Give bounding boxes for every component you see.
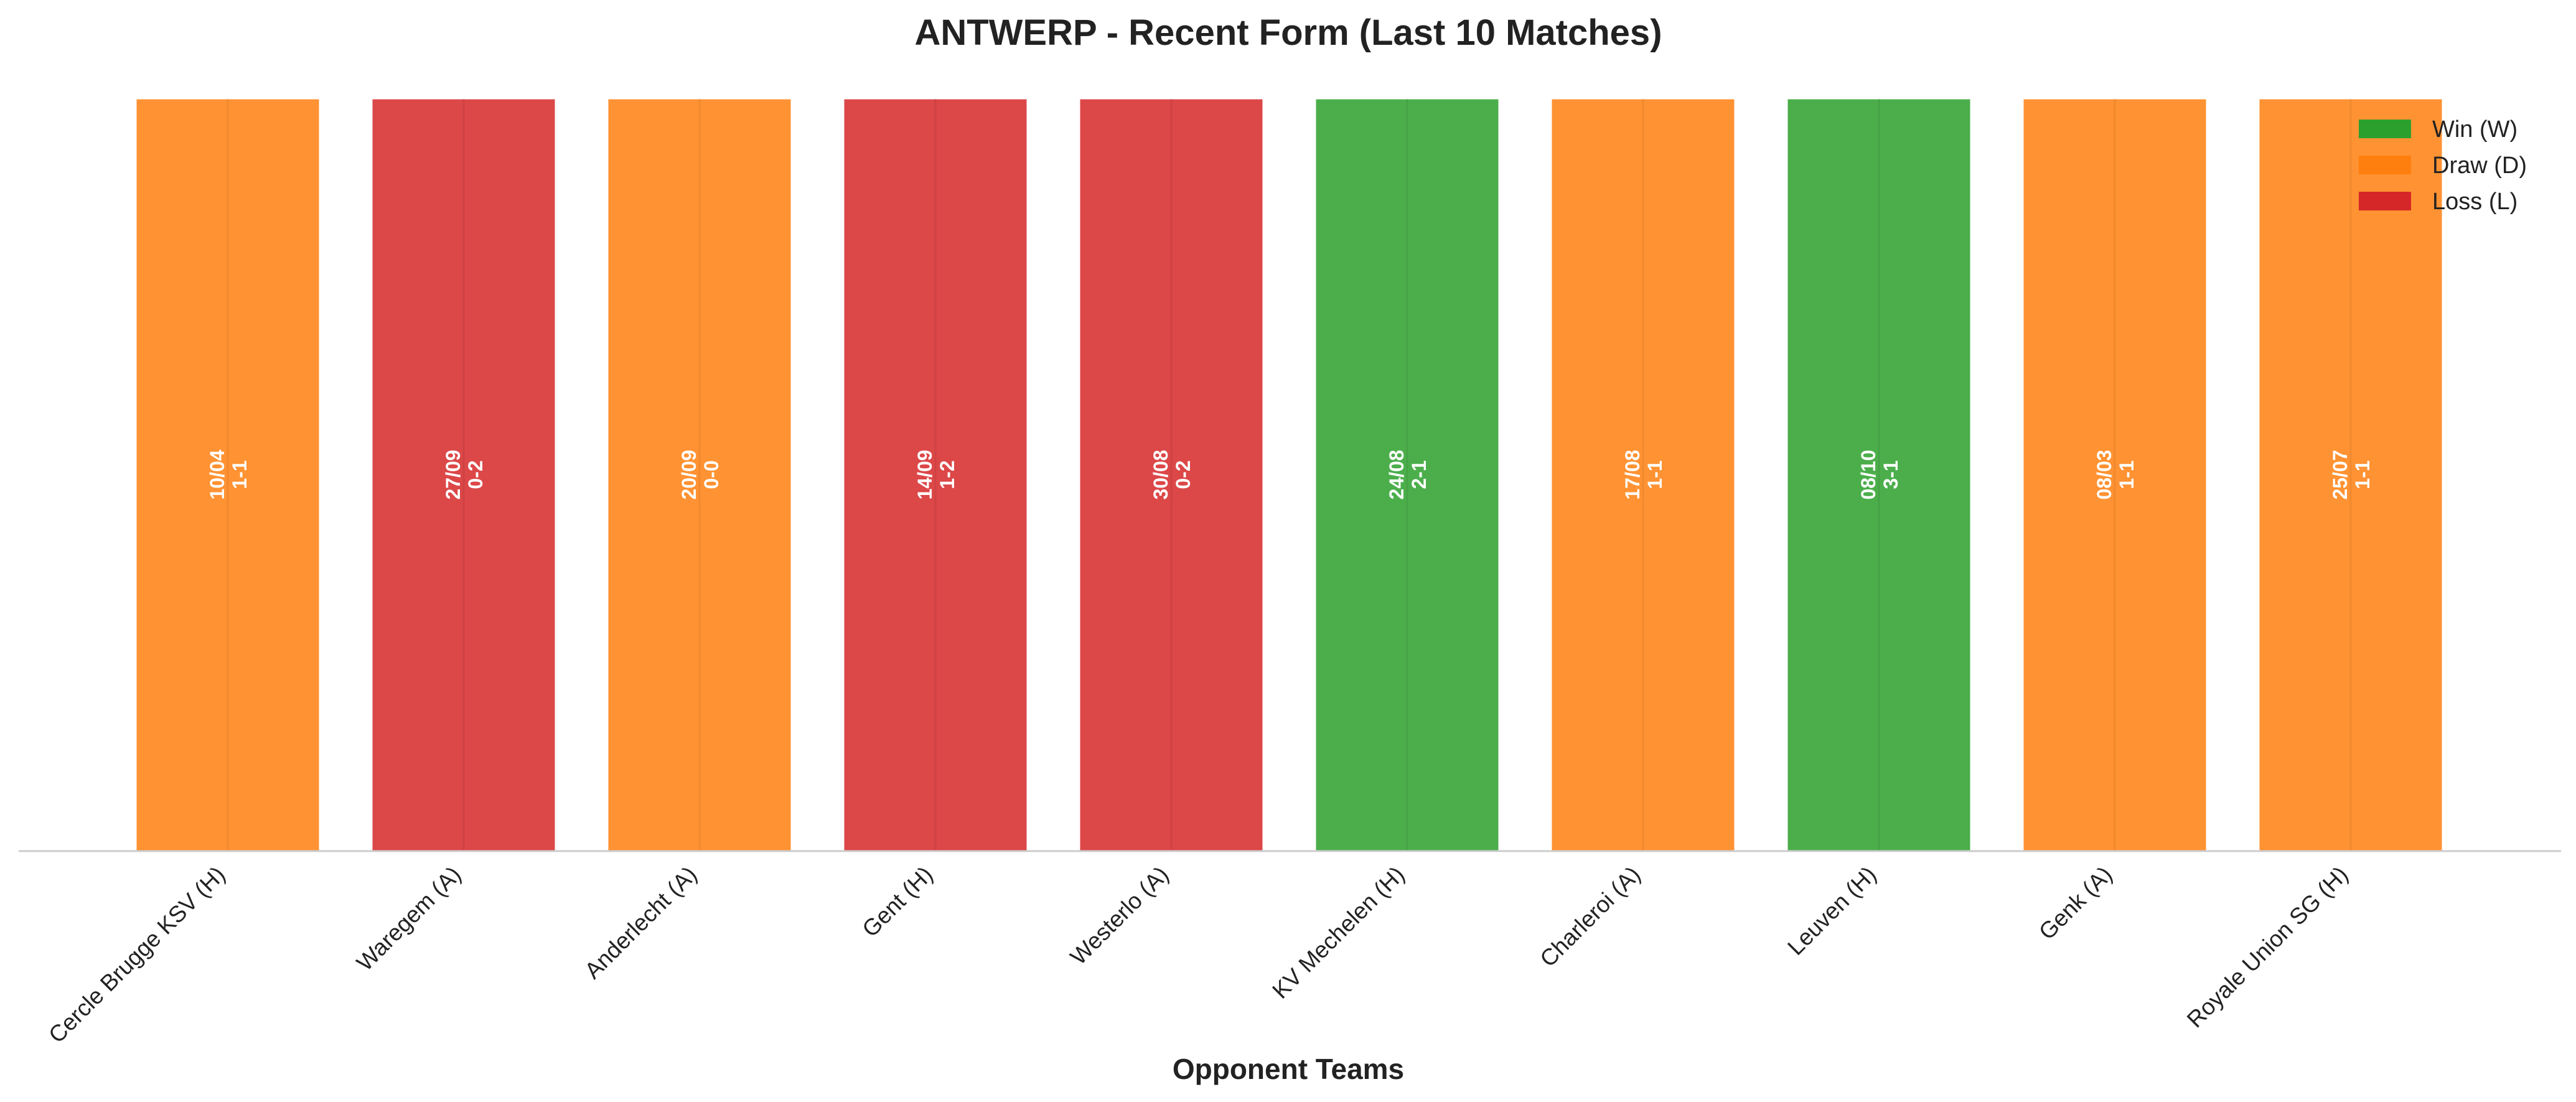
x-tick-label-9: Genk (A) bbox=[2034, 862, 2117, 945]
bar-score: 1-1 bbox=[228, 460, 251, 489]
bar-date: 30/08 bbox=[1150, 450, 1172, 499]
x-tick-label-10: Royale Union SG (H) bbox=[2182, 862, 2353, 1033]
bar-1 bbox=[134, 97, 321, 852]
bar-label-4: 14/091-2 bbox=[914, 450, 958, 499]
bar-date: 20/09 bbox=[678, 450, 700, 499]
bar-score: 1-1 bbox=[2115, 460, 2138, 489]
bar-date: 08/03 bbox=[2093, 450, 2115, 499]
x-tick-label-4: Gent (H) bbox=[857, 862, 937, 942]
bar-date: 17/08 bbox=[1621, 450, 1644, 499]
x-tick-label-8: Leuven (H) bbox=[1782, 862, 1881, 960]
x-tick-label-6: KV Mechelen (H) bbox=[1267, 862, 1409, 1004]
bar-4 bbox=[842, 97, 1029, 852]
x-axis-label: Opponent Teams bbox=[1173, 1053, 1404, 1085]
bar-2 bbox=[370, 97, 557, 852]
bar-score: 0-0 bbox=[700, 460, 723, 489]
bar-label-10: 25/071-1 bbox=[2329, 450, 2374, 499]
bar-date: 25/07 bbox=[2329, 450, 2351, 499]
legend-swatch-w bbox=[2359, 120, 2411, 138]
bar-10 bbox=[2257, 97, 2444, 852]
bar-label-9: 08/031-1 bbox=[2093, 450, 2138, 499]
bar-5 bbox=[1078, 97, 1265, 852]
bar-score: 1-1 bbox=[1644, 460, 1666, 489]
bar-label-2: 27/090-2 bbox=[442, 450, 487, 499]
bar-date: 27/09 bbox=[442, 450, 464, 499]
bar-label-7: 17/081-1 bbox=[1621, 450, 1666, 499]
x-tick-labels: Cercle Brugge KSV (H) Waregem (A) Anderlec… bbox=[44, 862, 2353, 1048]
bar-score: 1-2 bbox=[936, 460, 958, 489]
bar-7 bbox=[1550, 97, 1736, 852]
chart-title: ANTWERP - Recent Form (Last 10 Matches) bbox=[914, 12, 1662, 53]
x-tick-label-1: Cercle Brugge KSV (H) bbox=[44, 862, 230, 1048]
x-tick-label-7: Charleroi (A) bbox=[1535, 862, 1645, 972]
legend: Win (W) Draw (D) Loss (L) bbox=[2359, 116, 2527, 215]
bars-layer: 10/041-1 27/090-2 20/090-0 14/091-2 30/080-2… bbox=[134, 97, 2444, 852]
bar-6 bbox=[1314, 97, 1501, 852]
bar-score: 0-2 bbox=[1172, 460, 1194, 489]
bar-score: 2-1 bbox=[1408, 460, 1430, 489]
x-tick-label-5: Westerlo (A) bbox=[1066, 862, 1174, 970]
x-tick-label-3: Anderlecht (A) bbox=[579, 862, 701, 984]
bar-date: 10/04 bbox=[206, 450, 228, 499]
bar-date: 14/09 bbox=[914, 450, 936, 499]
bar-date: 08/10 bbox=[1857, 450, 1880, 499]
x-tick-label-2: Waregem (A) bbox=[352, 862, 466, 976]
bar-label-1: 10/041-1 bbox=[206, 450, 251, 499]
bar-date: 24/08 bbox=[1385, 450, 1408, 499]
legend-label-l: Loss (L) bbox=[2432, 189, 2517, 215]
bar-score: 1-1 bbox=[2351, 460, 2374, 489]
legend-label-d: Draw (D) bbox=[2432, 153, 2527, 179]
legend-swatch-d bbox=[2359, 156, 2411, 174]
bar-score: 3-1 bbox=[1880, 460, 1902, 489]
bar-label-8: 08/103-1 bbox=[1857, 450, 1902, 499]
legend-swatch-l bbox=[2359, 192, 2411, 210]
bar-label-6: 24/082-1 bbox=[1385, 450, 1430, 499]
bar-label-3: 20/090-0 bbox=[678, 450, 723, 499]
bar-score: 0-2 bbox=[464, 460, 487, 489]
legend-label-w: Win (W) bbox=[2432, 116, 2517, 143]
bar-3 bbox=[606, 97, 793, 852]
bar-label-5: 30/080-2 bbox=[1150, 450, 1194, 499]
